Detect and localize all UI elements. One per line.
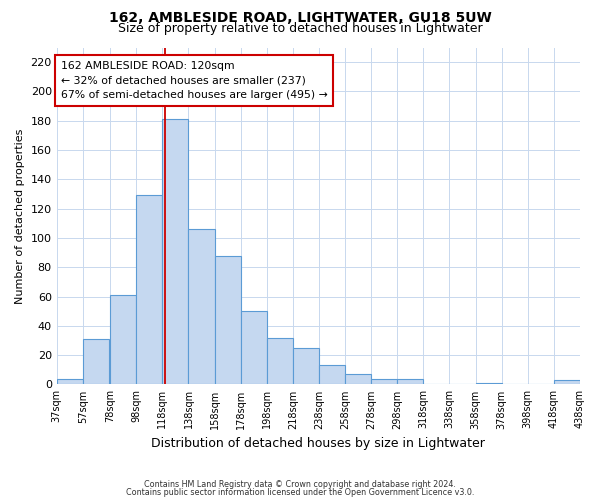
Bar (136, 196, 163, 384)
Text: Contains HM Land Registry data © Crown copyright and database right 2024.: Contains HM Land Registry data © Crown c… (144, 480, 456, 489)
Bar (83, 339, 109, 384)
Bar (397, 378, 424, 384)
Bar (319, 366, 345, 384)
Bar (163, 120, 188, 384)
Bar (110, 295, 136, 384)
Text: 162 AMBLESIDE ROAD: 120sqm
← 32% of detached houses are smaller (237)
67% of sem: 162 AMBLESIDE ROAD: 120sqm ← 32% of deta… (61, 60, 328, 100)
Bar (293, 348, 319, 385)
Bar (56, 378, 83, 384)
Bar (554, 380, 580, 384)
Text: Size of property relative to detached houses in Lightwater: Size of property relative to detached ho… (118, 22, 482, 35)
X-axis label: Distribution of detached houses by size in Lightwater: Distribution of detached houses by size … (151, 437, 485, 450)
Bar (215, 256, 241, 384)
Text: Contains public sector information licensed under the Open Government Licence v3: Contains public sector information licen… (126, 488, 474, 497)
Y-axis label: Number of detached properties: Number of detached properties (15, 128, 25, 304)
Bar (345, 374, 371, 384)
Bar (371, 378, 397, 384)
Bar (476, 383, 502, 384)
Text: 162, AMBLESIDE ROAD, LIGHTWATER, GU18 5UW: 162, AMBLESIDE ROAD, LIGHTWATER, GU18 5U… (109, 11, 491, 25)
Bar (188, 229, 215, 384)
Bar (241, 311, 267, 384)
Bar (267, 338, 293, 384)
